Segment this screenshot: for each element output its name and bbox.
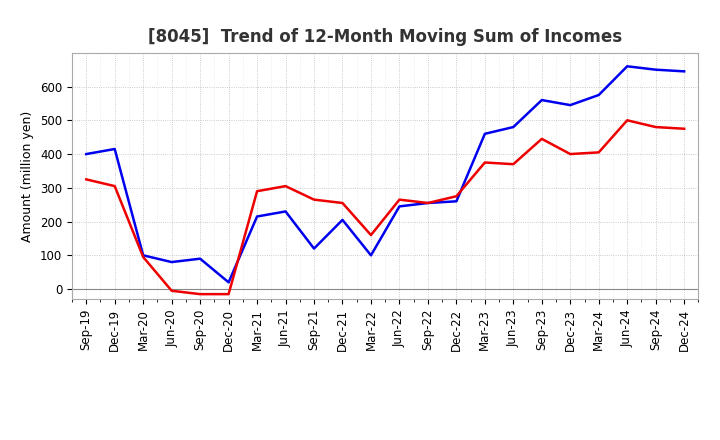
Net Income <box>480 160 489 165</box>
Ordinary Income <box>480 131 489 136</box>
Net Income <box>310 197 318 202</box>
Net Income <box>452 194 461 199</box>
Ordinary Income <box>680 69 688 74</box>
Ordinary Income <box>652 67 660 72</box>
Ordinary Income <box>110 147 119 152</box>
Net Income <box>139 254 148 260</box>
Ordinary Income <box>452 199 461 204</box>
Title: [8045]  Trend of 12-Month Moving Sum of Incomes: [8045] Trend of 12-Month Moving Sum of I… <box>148 28 622 46</box>
Net Income <box>366 232 375 238</box>
Net Income <box>282 183 290 189</box>
Net Income <box>253 189 261 194</box>
Ordinary Income <box>509 125 518 130</box>
Ordinary Income <box>566 103 575 108</box>
Net Income <box>509 161 518 167</box>
Net Income <box>395 197 404 202</box>
Net Income <box>623 117 631 123</box>
Ordinary Income <box>310 246 318 251</box>
Line: Ordinary Income: Ordinary Income <box>86 66 684 282</box>
Net Income <box>680 126 688 132</box>
Ordinary Income <box>82 151 91 157</box>
Ordinary Income <box>595 92 603 98</box>
Net Income <box>566 151 575 157</box>
Net Income <box>652 125 660 130</box>
Net Income <box>225 291 233 297</box>
Ordinary Income <box>282 209 290 214</box>
Ordinary Income <box>139 253 148 258</box>
Ordinary Income <box>366 253 375 258</box>
Net Income <box>196 291 204 297</box>
Net Income <box>167 288 176 293</box>
Ordinary Income <box>196 256 204 261</box>
Ordinary Income <box>395 204 404 209</box>
Ordinary Income <box>537 97 546 103</box>
Ordinary Income <box>338 217 347 223</box>
Y-axis label: Amount (million yen): Amount (million yen) <box>22 110 35 242</box>
Ordinary Income <box>623 64 631 69</box>
Net Income <box>423 200 432 205</box>
Net Income <box>82 177 91 182</box>
Net Income <box>595 150 603 155</box>
Line: Net Income: Net Income <box>86 120 684 294</box>
Net Income <box>338 200 347 205</box>
Ordinary Income <box>253 214 261 219</box>
Ordinary Income <box>167 260 176 265</box>
Net Income <box>110 183 119 189</box>
Ordinary Income <box>423 200 432 205</box>
Net Income <box>537 136 546 142</box>
Ordinary Income <box>225 280 233 285</box>
